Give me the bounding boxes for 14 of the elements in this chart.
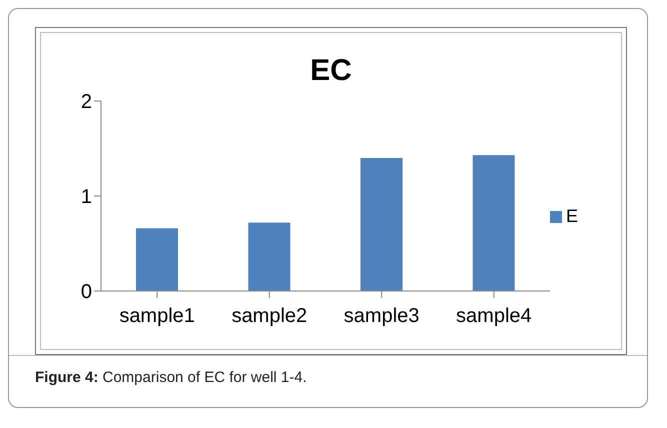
caption: Figure 4: Comparison of EC for well 1-4.	[35, 369, 307, 386]
y-tick-label: 2	[80, 91, 92, 114]
bar	[360, 158, 402, 291]
bar	[472, 155, 515, 291]
legend-label: E	[566, 206, 578, 226]
y-tick-label: 1	[80, 186, 92, 208]
x-tick-label: sample4	[456, 305, 532, 328]
x-tick-label: sample2	[232, 305, 308, 328]
x-tick-label: sample3	[344, 305, 420, 328]
bar	[248, 222, 290, 291]
bar	[136, 228, 178, 291]
y-tick-label: 0	[80, 281, 92, 304]
chart-title: EC	[309, 53, 353, 89]
x-tick-label: sample1	[119, 305, 195, 328]
